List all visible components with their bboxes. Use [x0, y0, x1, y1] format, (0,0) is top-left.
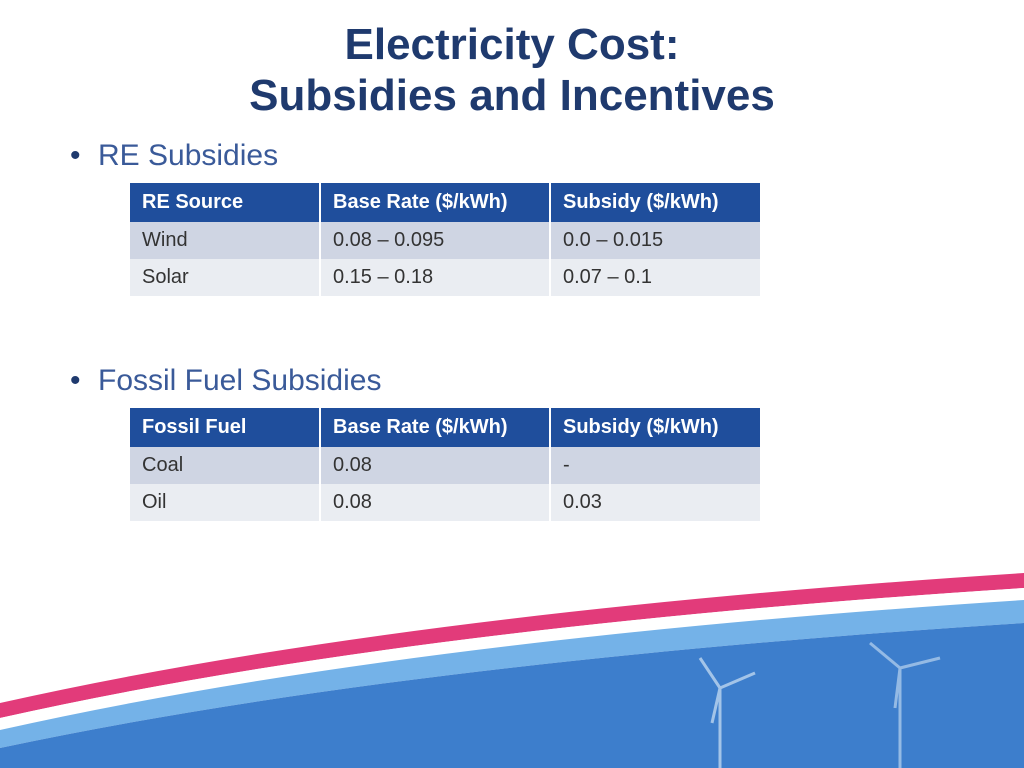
bullet-fossil-fuel-subsidies: • Fossil Fuel Subsidies	[70, 364, 964, 398]
table-cell: 0.08	[320, 447, 550, 484]
table-row: Solar 0.15 – 0.18 0.07 – 0.1	[130, 259, 760, 296]
table-re-subsidies: RE Source Base Rate ($/kWh) Subsidy ($/k…	[130, 183, 760, 296]
table-cell: 0.08	[320, 484, 550, 521]
bullet-dot-icon: •	[70, 141, 98, 171]
table-cell: Solar	[130, 259, 320, 296]
decorative-swoosh	[0, 568, 1024, 768]
title-line-2: Subsidies and Incentives	[249, 71, 775, 120]
bullet-re-subsidies: • RE Subsidies	[70, 139, 964, 173]
table-cell: Coal	[130, 447, 320, 484]
table-cell: 0.15 – 0.18	[320, 259, 550, 296]
table-fossil-fuel-subsidies: Fossil Fuel Base Rate ($/kWh) Subsidy ($…	[130, 408, 760, 521]
spacer	[60, 296, 964, 354]
slide: Electricity Cost: Subsidies and Incentiv…	[0, 0, 1024, 768]
table-cell: 0.0 – 0.015	[550, 222, 760, 259]
turbine-icon	[870, 643, 940, 768]
bullet-label: RE Subsidies	[98, 139, 278, 173]
table-header: Fossil Fuel	[130, 408, 320, 447]
table-cell: -	[550, 447, 760, 484]
title-line-1: Electricity Cost:	[345, 20, 680, 69]
table-cell: 0.03	[550, 484, 760, 521]
table-cell: Wind	[130, 222, 320, 259]
table-header: Subsidy ($/kWh)	[550, 183, 760, 222]
table-header: RE Source	[130, 183, 320, 222]
turbine-icon	[700, 658, 755, 768]
table-row: Wind 0.08 – 0.095 0.0 – 0.015	[130, 222, 760, 259]
table-row: Coal 0.08 -	[130, 447, 760, 484]
table-cell: 0.07 – 0.1	[550, 259, 760, 296]
bullet-label: Fossil Fuel Subsidies	[98, 364, 381, 398]
table-header: Subsidy ($/kWh)	[550, 408, 760, 447]
page-title: Electricity Cost: Subsidies and Incentiv…	[60, 20, 964, 121]
swoosh-lightblue-band	[0, 600, 1024, 748]
table-header-row: RE Source Base Rate ($/kWh) Subsidy ($/k…	[130, 183, 760, 222]
table-cell: 0.08 – 0.095	[320, 222, 550, 259]
swoosh-pink-band	[0, 573, 1024, 718]
bullet-dot-icon: •	[70, 366, 98, 396]
table-row: Oil 0.08 0.03	[130, 484, 760, 521]
table-header: Base Rate ($/kWh)	[320, 408, 550, 447]
swoosh-blue-fill	[0, 623, 1024, 768]
table-cell: Oil	[130, 484, 320, 521]
swoosh-white-band	[0, 588, 1024, 730]
table-header: Base Rate ($/kWh)	[320, 183, 550, 222]
table-header-row: Fossil Fuel Base Rate ($/kWh) Subsidy ($…	[130, 408, 760, 447]
